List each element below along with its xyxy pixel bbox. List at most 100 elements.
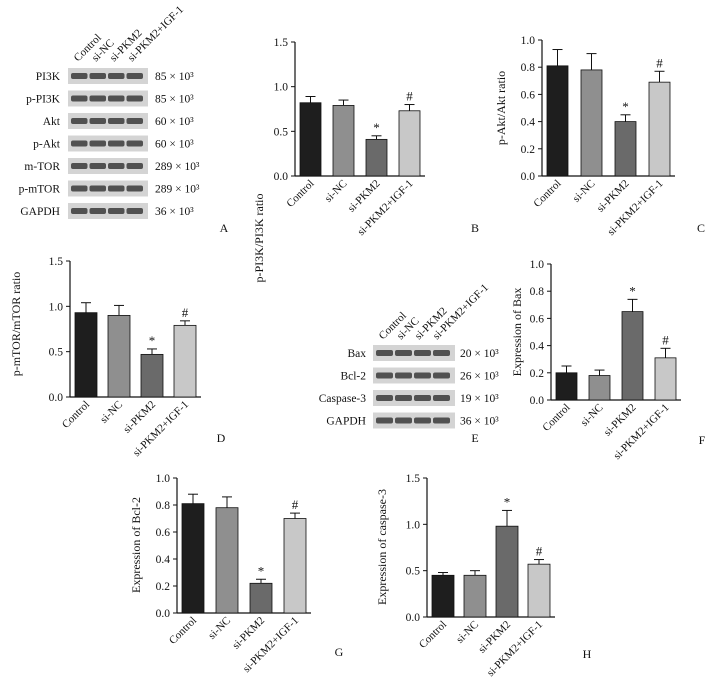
molecular-weight-label: 26 × 10³ [460, 371, 499, 383]
bar [332, 105, 355, 177]
blot-band [376, 417, 393, 424]
molecular-weight-label: 60 × 10³ [155, 139, 194, 151]
significance-mark: * [622, 99, 629, 114]
chart-d: 0.0 0.5 1.0 1.5 p-mTOR/mTOR ratio Control si-N… [9, 256, 201, 459]
blot-band [71, 163, 88, 169]
significance-mark: * [629, 283, 636, 298]
molecular-weight-label: 36 × 10³ [155, 206, 194, 218]
blot-band [414, 395, 431, 401]
x-tick-label: si-NC [571, 178, 598, 205]
blot-band [71, 140, 88, 147]
y-tick-label: 1.0 [530, 259, 545, 271]
blot-band [126, 95, 143, 102]
bar [527, 563, 551, 618]
blot-band [89, 73, 106, 79]
significance-mark: # [292, 497, 299, 512]
molecular-weight-label: 289 × 10³ [155, 161, 200, 173]
bar [181, 503, 205, 614]
protein-label: p-PI3K [26, 94, 61, 106]
bar [283, 518, 307, 614]
y-axis-label: Expression of caspase-3 [375, 489, 389, 605]
molecular-weight-label: 36 × 10³ [460, 416, 499, 428]
blot-band [433, 395, 450, 401]
blot-band [395, 395, 412, 401]
bar [398, 110, 421, 177]
chart-h: 0.0 0.5 1.0 1.5 Expression of caspase-3 Contr… [375, 473, 555, 679]
blot-band [89, 95, 106, 102]
blot-band [89, 185, 106, 192]
blot-band [126, 185, 143, 192]
bar [555, 372, 578, 401]
panel-letter-f: F [699, 433, 706, 447]
y-tick-label: 0.2 [521, 144, 536, 156]
x-tick-label: si-PKM2+IGF-1 [485, 619, 545, 679]
blot-band [108, 140, 125, 147]
significance-mark: # [662, 332, 669, 347]
blot-band [108, 208, 125, 214]
y-tick-label: 0.4 [521, 117, 536, 129]
bar [173, 324, 197, 398]
x-tick-label: Control [540, 402, 572, 434]
bar [495, 525, 519, 618]
bar [249, 582, 273, 614]
blot-band [89, 140, 106, 147]
x-tick-label: si-NC [323, 178, 350, 205]
bar [299, 102, 322, 177]
bar [580, 69, 603, 177]
panel-letter-g: G [335, 645, 344, 659]
y-tick-label: 0.6 [521, 89, 536, 101]
protein-label: Bax [347, 348, 366, 360]
blot-band [108, 95, 125, 102]
x-tick-label: si-NC [206, 615, 233, 642]
bar [463, 574, 487, 618]
y-tick-label: 0.0 [274, 171, 289, 183]
protein-label: PI3K [36, 71, 61, 83]
blot-band [433, 372, 450, 379]
y-tick-label: 1.0 [274, 82, 289, 94]
y-tick-label: 0.4 [530, 341, 545, 353]
bar [546, 65, 569, 177]
significance-mark: * [504, 494, 511, 509]
y-tick-label: 0.0 [521, 171, 536, 183]
y-axis-label: p-PI3K/PI3K ratio [252, 194, 266, 283]
blot-band [126, 140, 143, 147]
y-tick-label: 1.5 [49, 256, 64, 268]
panel-letter-h: H [583, 647, 592, 661]
panel-letter-d: D [217, 431, 226, 445]
significance-mark: * [258, 563, 265, 578]
y-tick-label: 1.0 [156, 473, 171, 485]
significance-mark: # [656, 55, 663, 70]
y-axis-label: Expression of Bax [510, 288, 524, 377]
protein-label: m-TOR [24, 161, 60, 173]
significance-mark: # [406, 89, 413, 104]
protein-label: Akt [43, 116, 61, 128]
x-tick-label: Control [284, 178, 316, 210]
y-tick-label: 0.8 [156, 500, 171, 512]
panel-letter-a: A [220, 221, 229, 235]
y-tick-label: 1.0 [521, 35, 536, 47]
bar [74, 312, 98, 398]
bar [107, 314, 131, 398]
blot-band [89, 208, 106, 214]
x-tick-label: si-NC [454, 619, 481, 646]
y-axis-label: p-mTOR/mTOR ratio [9, 272, 23, 377]
blot-band [89, 118, 106, 124]
blot-band [108, 118, 125, 124]
blot-band [414, 372, 431, 379]
y-tick-label: 1.0 [406, 519, 421, 531]
blot-band [414, 350, 431, 356]
molecular-weight-label: 20 × 10³ [460, 348, 499, 360]
chart-b: 0.0 0.5 1.0 1.5 p-PI3K/PI3K ratio Control si-N… [252, 37, 425, 283]
molecular-weight-label: 60 × 10³ [155, 116, 194, 128]
blot-band [376, 350, 393, 356]
x-tick-label: Control [60, 399, 92, 431]
significance-mark: # [182, 305, 189, 320]
blot-band [395, 350, 412, 356]
bar [365, 138, 388, 177]
molecular-weight-label: 85 × 10³ [155, 71, 194, 83]
protein-label: p-mTOR [19, 184, 61, 196]
x-tick-label: Control [531, 178, 563, 210]
y-tick-label: 0.0 [530, 395, 545, 407]
significance-mark: * [373, 120, 380, 135]
